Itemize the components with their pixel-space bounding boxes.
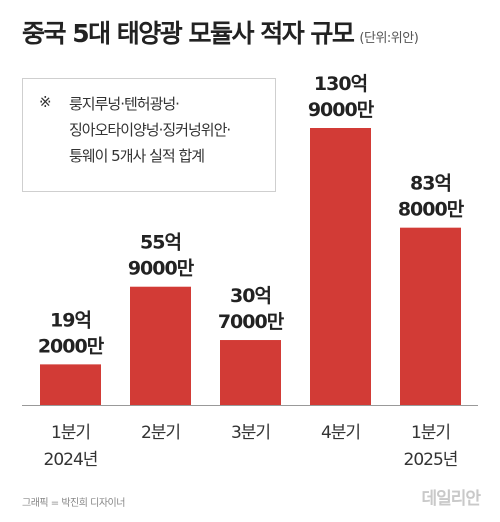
category-label-5-line-1: 1분기 [411,423,450,443]
value-label-4-line-1: 130억 [314,73,367,95]
category-label-2-line-1: 2분기 [141,423,180,443]
value-label-5-line-2: 8000만 [398,199,465,221]
bar-3 [220,340,281,405]
value-label-3-line-2: 7000만 [218,311,285,333]
category-label-4-line-1: 4분기 [321,423,360,443]
note-mark: ※ [39,93,52,111]
bar-4 [310,128,371,405]
chart-title: 중국 5대 태양광 모듈사 적자 규모 [22,19,355,48]
value-label-2-line-1: 55억 [140,232,181,254]
category-label-1-line-1: 1분기 [51,423,90,443]
note-box: ※ 룽지루넝·텐허광넝· 징아오타이양넝·징커넝위안· 퉁웨이 5개사 실적 합… [22,78,276,192]
publisher-logo: 데일리안 [421,489,481,509]
value-label-1-line-1: 19억 [50,309,91,331]
graphic-credit: 그래픽 = 박진희 디자이너 [22,498,125,509]
unit-label: (단위:위안) [359,31,419,46]
bar-2 [130,286,191,405]
category-label-3-line-1: 3분기 [231,423,270,443]
category-label-1-line-2: 2024년 [44,450,98,470]
category-label-5-line-2: 2025년 [404,450,458,470]
bar-5 [400,227,461,405]
value-label-1-line-2: 2000만 [38,335,105,357]
value-label-5-line-1: 83억 [410,173,451,195]
value-label-2-line-2: 9000만 [128,258,195,280]
bar-1 [40,364,101,405]
title-row: 중국 5대 태양광 모듈사 적자 규모 (단위:위안) [22,14,419,50]
note-text: 룽지루넝·텐허광넝· 징아오타이양넝·징커넝위안· 퉁웨이 5개사 실적 합계 [69,95,231,165]
value-label-4-line-2: 9000만 [308,99,375,121]
value-label-3-line-1: 30억 [230,285,271,307]
bar-chart: 19억 2000만 1분기 2024년 55억 9000만 2분기 30억 7000만 3분기 13… [22,73,478,470]
